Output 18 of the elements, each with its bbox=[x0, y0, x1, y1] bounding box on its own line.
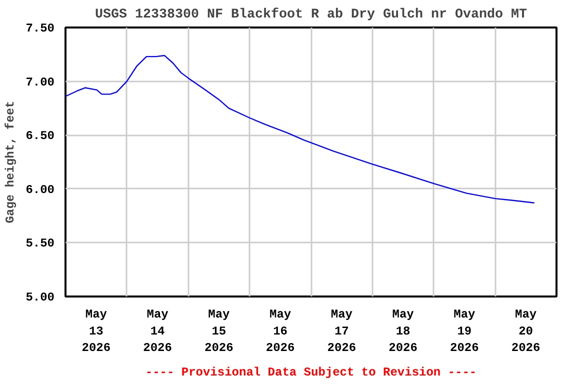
x-tick-label: May 20 2026 bbox=[511, 308, 540, 356]
y-axis-title: Gage height, feet bbox=[4, 100, 18, 224]
x-tick-label: May 19 2026 bbox=[450, 308, 479, 356]
text: ---- Provisional Data Subject to Revision ---- bbox=[145, 366, 477, 380]
y-tick-label: 7.00 bbox=[26, 75, 55, 90]
x-tick-label: May 16 2026 bbox=[266, 308, 295, 356]
x-tick-label: May 13 2026 bbox=[82, 308, 111, 356]
y-tick-label: 7.50 bbox=[26, 22, 55, 36]
x-tick-label: May 17 2026 bbox=[327, 308, 356, 356]
x-tick-label: May 18 2026 bbox=[388, 308, 418, 356]
chart-title: USGS 12338300 NF Blackfoot R ab Dry Gulch nr Ovando MT bbox=[95, 8, 527, 22]
x-tick-label: May 14 2026 bbox=[143, 308, 172, 356]
y-tick-label: 5.00 bbox=[26, 290, 55, 304]
line-series bbox=[66, 54, 535, 204]
y-tick-label: 5.50 bbox=[26, 236, 55, 251]
x-tick-label: May 15 2026 bbox=[204, 308, 234, 356]
y-tick-label: 6.00 bbox=[26, 182, 55, 197]
y-tick-label: 6.50 bbox=[26, 129, 55, 144]
